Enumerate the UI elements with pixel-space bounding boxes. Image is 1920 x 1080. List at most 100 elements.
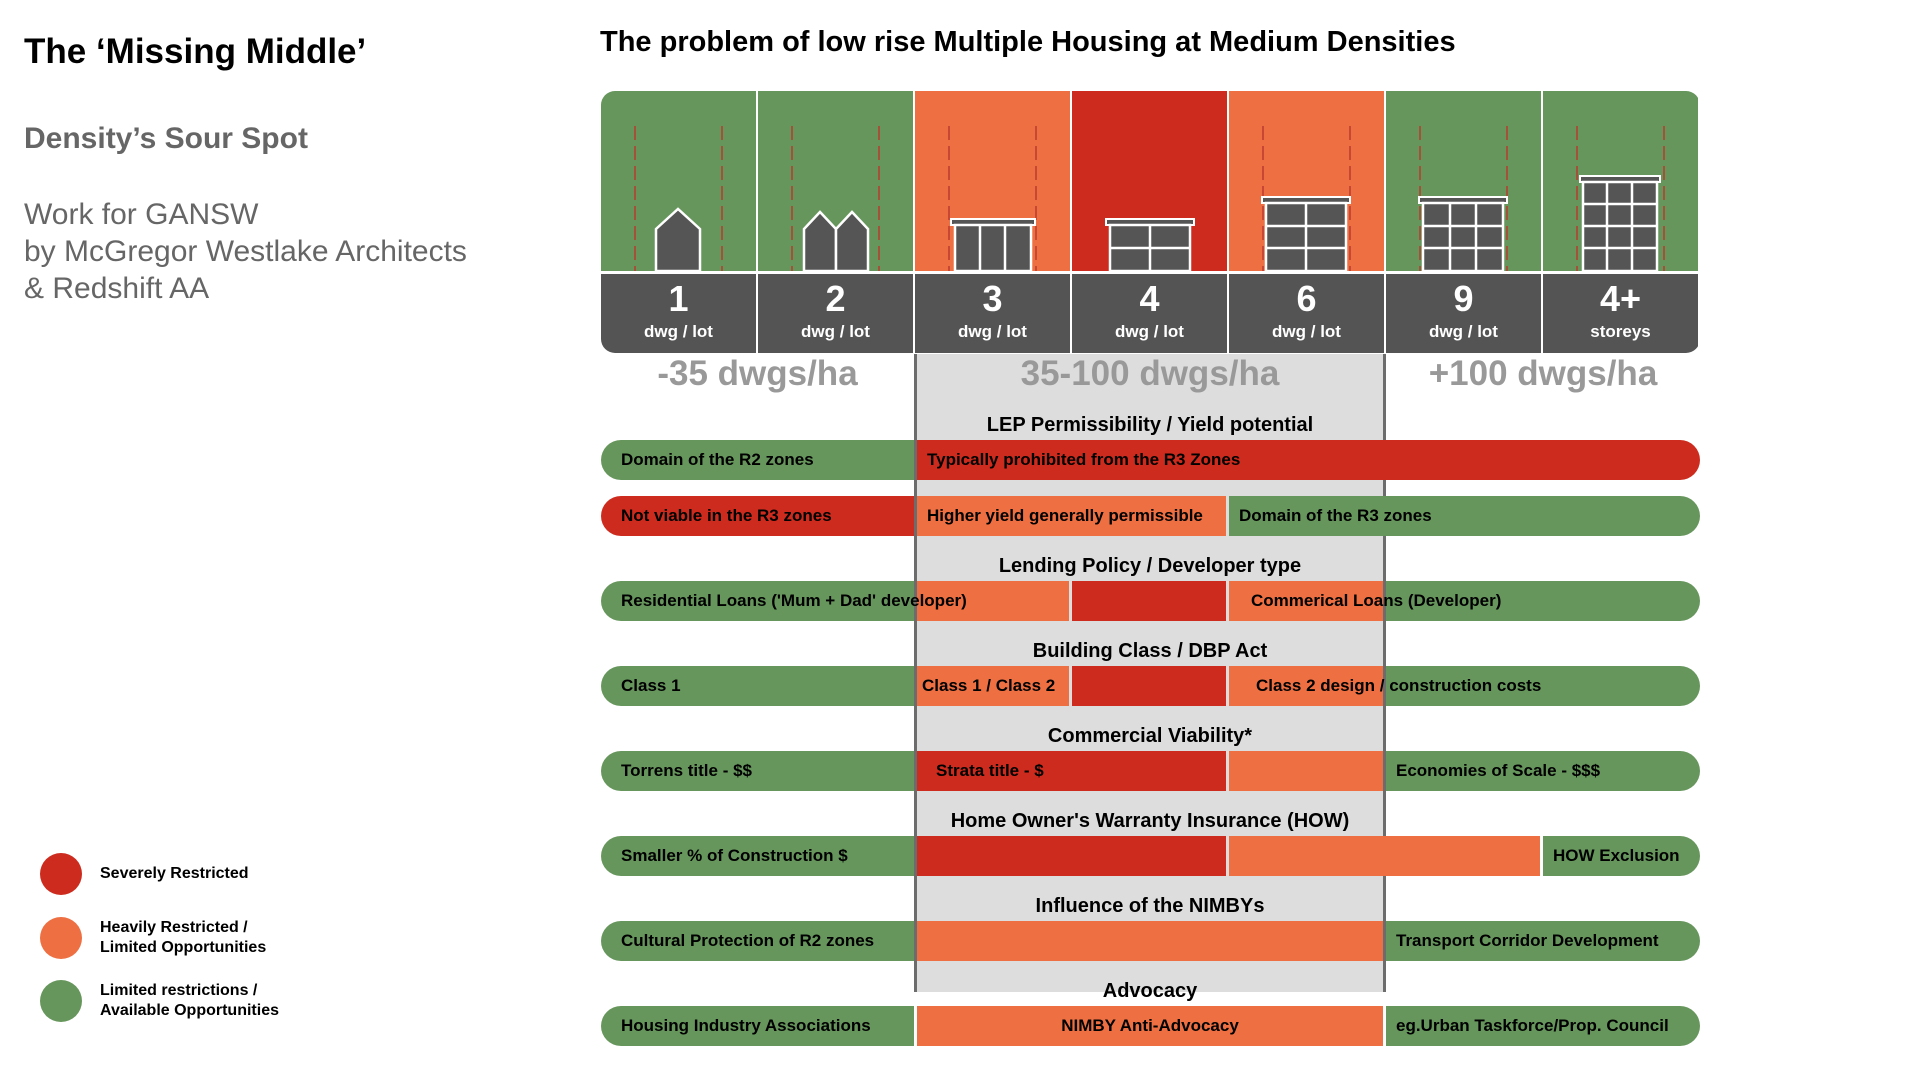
row-lending: Residential Loans ('Mum + Dad' developer… [601,581,1700,621]
band-divider-right [1383,354,1386,992]
tile-4: 4 dwg / lot [1072,91,1227,353]
tile-6: 6 dwg / lot [1229,91,1384,353]
label-higher-yield: Higher yield generally permissible [927,506,1203,525]
seg-r3-not-viable [601,496,914,536]
legend-severe-line1: Severely Restricted [100,865,249,882]
row-lep-2: Not viable in the R3 zones Higher yield … [601,496,1700,536]
band-divider-left [914,354,917,992]
seg-smaller-pct [601,836,914,876]
label-comm-loans: Commerical Loans (Developer) [1251,591,1502,610]
tile-1: 1 dwg / lot [601,91,756,353]
label-transport: Transport Corridor Development [1396,931,1659,950]
legend-dot-severe [40,853,82,895]
label-strata: Strata title - $ [936,761,1044,780]
tile-4-unit: dwg / lot [1115,322,1184,341]
tile-2: 2 dwg / lot [758,91,913,353]
section-building: Building Class / DBP Act [1032,640,1268,662]
row-lep-1: Domain of the R2 zones Typically prohibi… [601,440,1700,480]
seg-r3-prohibited [917,440,1700,480]
fourplex-icon [1105,218,1195,271]
tile-4-top [1072,91,1227,271]
credit-line-2: by McGregor Westlake Architects [24,235,467,268]
label-res-loans: Residential Loans ('Mum + Dad' developer… [621,591,967,610]
tile-9-top [1386,91,1541,271]
density-low: -35 dwgs/ha [657,354,858,393]
credit-line-1: Work for GANSW [24,198,259,231]
row-building: Class 1 Class 1 / Class 2 Class 2 design… [601,666,1700,706]
section-how: Home Owner's Warranty Insurance (HOW) [950,810,1350,832]
density-tiles: 1 dwg / lot 2 dwg / lot [601,91,1700,353]
seg-transport [1386,921,1700,961]
tile-2-number: 2 [825,278,846,319]
row-advocacy: Housing Industry Associations NIMBY Anti… [601,1006,1700,1046]
page-title: The ‘Missing Middle’ [24,32,367,71]
legend-dot-heavy [40,917,82,959]
tile-1-label: 1 dwg / lot [601,274,756,353]
seg-urban [1386,1006,1700,1046]
legend-limited-line1: Limited restrictions / [100,982,258,999]
apartment-6-icon [1261,126,1351,271]
label-torrens: Torrens title - $$ [621,761,752,780]
section-commercial: Commercial Viability* [1047,725,1253,747]
tile-3-label: 3 dwg / lot [915,274,1070,353]
label-r3-prohibited: Typically prohibited from the R3 Zones [927,450,1241,469]
tile-4plus-number: 4+ [1599,278,1642,319]
seg-torrens [601,751,914,791]
seg-class1 [601,666,914,706]
tile-1-top [601,91,756,271]
row-nimby: Cultural Protection of R2 zones Transpor… [601,921,1700,961]
duplex-icon [791,126,880,271]
legend-heavy-line1: Heavily Restricted / [100,919,248,936]
tile-2-label: 2 dwg / lot [758,274,913,353]
tile-6-label: 6 dwg / lot [1229,274,1384,353]
tile-2-unit: dwg / lot [801,322,870,341]
credit-block: Work for GANSW by McGregor Westlake Arch… [24,196,467,307]
legend-label-heavy: Heavily Restricted / Limited Opportuniti… [100,918,266,958]
legend-dot-limited [40,980,82,1022]
label-nimby-adv: NIMBY Anti-Advocacy [1061,1016,1239,1035]
label-class12: Class 1 / Class 2 [922,676,1056,695]
seg-comm-loans [1386,581,1700,621]
tile-4plus-unit: storeys [1590,322,1651,341]
seg-class2-green [1386,666,1700,706]
seg-nimby-orange [917,921,1383,961]
label-how-excl: HOW Exclusion [1553,846,1680,865]
density-mid: 35-100 dwgs/ha [1020,354,1280,393]
seg-cultural [601,921,914,961]
tile-6-number: 6 [1296,278,1317,319]
seg-r3-domain [1229,496,1700,536]
tile-4plus: 4+ storeys [1543,91,1698,353]
apartment-9-icon [1418,126,1508,271]
label-class1: Class 1 [621,676,681,695]
credit-line-3: & Redshift AA [24,272,210,305]
seg-class2 [1229,666,1383,706]
legend-limited-line2: Available Opportunities [100,1002,279,1019]
tile-9: 9 dwg / lot [1386,91,1541,353]
tile-2-top [758,91,913,271]
tile-3-top [915,91,1070,271]
seg-lending-4 [1072,581,1226,621]
legend-label-limited: Limited restrictions / Available Opportu… [100,981,279,1021]
tower-icon [1576,126,1665,271]
tile-4plus-top [1543,91,1698,271]
seg-how-excl [1543,836,1700,876]
seg-how-red [917,836,1226,876]
tile-9-unit: dwg / lot [1429,322,1498,341]
section-lep: LEP Permissibility / Yield potential [986,414,1314,436]
diagram-title: The problem of low rise Multiple Housing… [600,26,1456,58]
seg-hia [601,1006,914,1046]
section-advocacy: Advocacy [1102,980,1198,1002]
terrace-icon [948,126,1037,271]
label-cultural: Cultural Protection of R2 zones [621,931,875,950]
seg-res-loans [601,581,914,621]
label-urban: eg.Urban Taskforce/Prop. Council [1396,1016,1669,1035]
row-how: Smaller % of Construction $ HOW Exclusio… [601,836,1700,876]
label-r3-domain: Domain of the R3 zones [1239,506,1432,525]
seg-lending-6 [1229,581,1383,621]
house-icon [634,126,723,271]
tile-4-number: 4 [1139,278,1160,319]
tile-4plus-label: 4+ storeys [1543,274,1698,353]
seg-nimby-adv [917,1006,1383,1046]
label-economies: Economies of Scale - $$$ [1396,761,1601,780]
label-r3-not-viable: Not viable in the R3 zones [621,506,832,525]
